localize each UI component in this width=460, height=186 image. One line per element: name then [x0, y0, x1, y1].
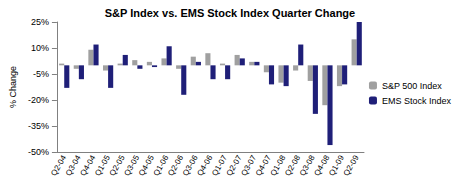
svg-text:Q4-07: Q4-07 — [253, 153, 273, 178]
svg-text:25%: 25% — [31, 17, 49, 27]
svg-text:Q2-06: Q2-06 — [166, 153, 186, 178]
svg-text:-5%: -5% — [33, 69, 49, 79]
svg-text:Q4-06: Q4-06 — [195, 153, 215, 178]
svg-text:Q2-04: Q2-04 — [49, 153, 69, 178]
svg-text:Q1-08: Q1-08 — [268, 153, 288, 178]
svg-text:S&P Index vs. EMS Stock Index: S&P Index vs. EMS Stock Index Quarter Ch… — [105, 7, 355, 19]
svg-text:Q4-08: Q4-08 — [312, 153, 332, 178]
svg-text:10%: 10% — [31, 43, 49, 53]
svg-text:-35%: -35% — [28, 121, 49, 131]
svg-text:Q1-06: Q1-06 — [151, 153, 171, 178]
svg-text:Q1-05: Q1-05 — [93, 153, 112, 178]
svg-text:Q3-07: Q3-07 — [239, 153, 259, 178]
svg-text:Q4-04: Q4-04 — [78, 153, 98, 178]
svg-text:Q3-06: Q3-06 — [180, 153, 200, 178]
svg-text:EMS Stock Index: EMS Stock Index — [382, 96, 452, 106]
svg-text:Q4-05: Q4-05 — [137, 153, 156, 178]
svg-text:Q3-08: Q3-08 — [297, 153, 317, 178]
svg-text:Q2-07: Q2-07 — [224, 153, 244, 178]
svg-text:Q3-05: Q3-05 — [122, 153, 142, 178]
svg-text:S&P 500 Index: S&P 500 Index — [382, 81, 442, 91]
svg-text:Q1-07: Q1-07 — [210, 153, 229, 178]
svg-text:-20%: -20% — [28, 95, 49, 105]
svg-text:Q2-08: Q2-08 — [283, 153, 303, 178]
svg-text:% Change: % Change — [8, 66, 18, 108]
svg-text:Q2-09: Q2-09 — [342, 153, 361, 177]
svg-text:Q1-09: Q1-09 — [327, 153, 346, 178]
svg-text:Q3-04: Q3-04 — [63, 153, 83, 178]
svg-text:-50%: -50% — [28, 147, 49, 157]
svg-text:Q2-05: Q2-05 — [107, 153, 127, 178]
